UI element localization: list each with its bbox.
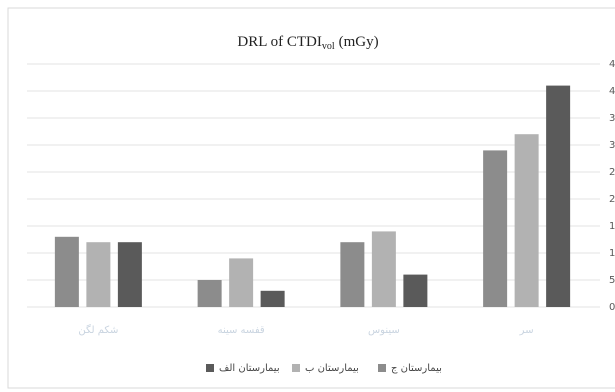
y-tick-label: 0 — [609, 302, 615, 313]
legend-swatch — [206, 364, 214, 372]
chart-border — [7, 7, 615, 389]
x-tick-label: شکم لگن — [78, 324, 118, 336]
bar — [340, 242, 365, 307]
x-tick-label: قفسه سینه — [218, 325, 265, 336]
y-tick-label: 20 — [609, 194, 615, 205]
bar — [403, 274, 428, 307]
bar — [86, 242, 111, 307]
y-tick-label: 10 — [609, 248, 615, 259]
bar — [197, 280, 222, 307]
legend-label: بیمارستان ج — [391, 363, 442, 374]
bar — [371, 231, 396, 307]
y-tick-label: 25 — [609, 167, 615, 178]
bar — [483, 150, 508, 307]
y-tick-label: 45 — [609, 59, 615, 70]
legend-label: بیمارستان ب — [305, 363, 359, 374]
bar — [546, 85, 571, 307]
y-tick-label: 5 — [609, 275, 615, 286]
y-tick-label: 40 — [609, 86, 615, 97]
bar — [514, 134, 539, 307]
legend-swatch — [378, 364, 386, 372]
y-tick-label: 15 — [609, 221, 615, 232]
legend-swatch — [292, 364, 300, 372]
y-tick-label: 35 — [609, 113, 615, 124]
bar — [229, 258, 254, 307]
chart-title: DRL of CTDIvol (mGy) — [237, 34, 378, 52]
bar — [117, 242, 142, 307]
legend-label: بیمارستان الف — [219, 363, 280, 374]
x-tick-label: سر — [519, 325, 534, 336]
y-tick-label: 30 — [609, 140, 615, 151]
title-main: DRL of CTDI — [237, 34, 321, 50]
title-suffix: (mGy) — [339, 34, 379, 50]
bar — [260, 290, 285, 307]
title-subscript: vol — [322, 41, 335, 52]
x-tick-label: سینوس — [368, 325, 400, 336]
bar — [54, 236, 79, 307]
